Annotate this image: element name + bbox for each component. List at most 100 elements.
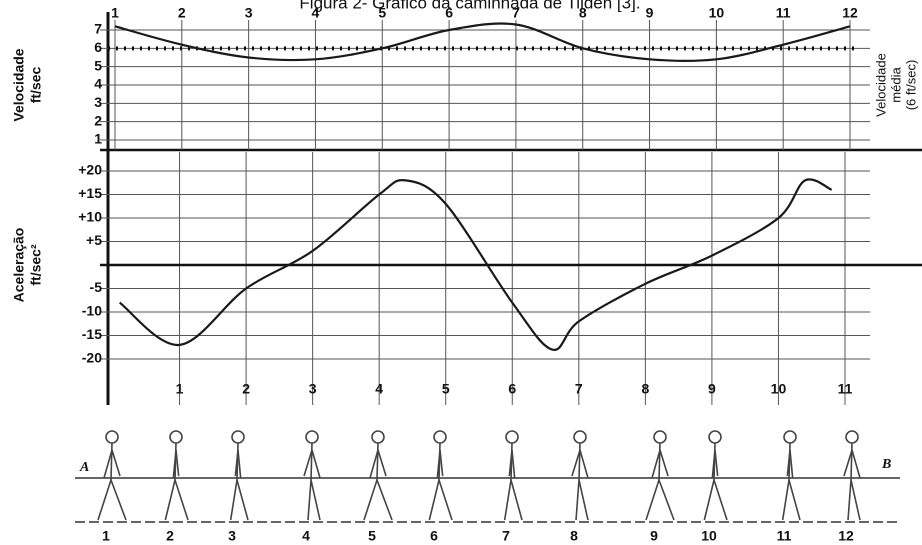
head xyxy=(653,430,667,444)
legs xyxy=(164,479,189,521)
legs xyxy=(97,479,127,521)
head xyxy=(231,430,245,444)
y-axis-label: ft/sec² xyxy=(28,244,44,286)
walker-figure xyxy=(645,430,675,521)
arms xyxy=(103,449,121,479)
x-tick-label: 2 xyxy=(242,381,250,397)
y-tick-label: -10 xyxy=(82,303,102,319)
y-tick-label: +20 xyxy=(78,162,102,178)
legs xyxy=(703,479,728,521)
y-axis-label: ft/sec xyxy=(28,67,44,104)
x-tick-label: 5 xyxy=(442,381,450,397)
figure-number: 2 xyxy=(166,528,174,544)
data-line xyxy=(118,178,833,351)
figure-number: 9 xyxy=(650,528,658,544)
data-line xyxy=(114,22,851,63)
legs xyxy=(307,479,321,521)
x-tick-label: 10 xyxy=(771,381,787,397)
x-tick-label: 12 xyxy=(842,5,858,21)
body xyxy=(658,442,661,481)
x-tick-label: 3 xyxy=(245,5,253,21)
figure-number: 10 xyxy=(701,528,717,544)
figure-number: 1 xyxy=(102,528,110,544)
x-tick-label: 4 xyxy=(312,5,320,21)
arms xyxy=(786,449,794,479)
y-tick-label: 5 xyxy=(94,57,102,73)
y-tick-label: -20 xyxy=(82,350,102,366)
y-tick-label: +5 xyxy=(86,232,102,248)
line-label: A xyxy=(79,460,89,475)
x-tick-label: 7 xyxy=(512,5,520,21)
head xyxy=(169,430,183,444)
body xyxy=(850,442,853,481)
y-tick-label: 2 xyxy=(94,112,102,128)
line-label: B xyxy=(881,457,891,472)
figure-caption: Figura 2- Gráfico da caminhada de Tilden… xyxy=(299,0,640,12)
legs xyxy=(229,479,249,521)
arms xyxy=(172,449,180,479)
right-label: média xyxy=(888,67,903,103)
walker-figure xyxy=(97,430,127,521)
arms xyxy=(571,449,589,479)
x-tick-label: 4 xyxy=(375,381,383,397)
body xyxy=(110,442,113,481)
y-tick-label: 4 xyxy=(94,76,102,92)
walker-figure xyxy=(428,430,453,521)
head xyxy=(573,430,587,444)
legs xyxy=(503,479,523,521)
head xyxy=(783,430,797,444)
arms xyxy=(234,449,242,479)
body xyxy=(376,442,379,481)
right-label: (6 ft/sec) xyxy=(903,60,918,111)
arms xyxy=(651,449,669,479)
y-tick-label: 7 xyxy=(94,21,102,37)
y-tick-label: +10 xyxy=(78,209,102,225)
y-axis-label: Velocidade xyxy=(11,48,27,121)
y-axis-label: Aceleração xyxy=(11,228,27,303)
x-tick-label: 9 xyxy=(708,381,716,397)
y-tick-label: +15 xyxy=(78,185,102,201)
walker-figure xyxy=(781,430,801,521)
head xyxy=(371,430,385,444)
head xyxy=(433,430,447,444)
x-tick-label: 3 xyxy=(309,381,317,397)
figure-number: 6 xyxy=(430,528,438,544)
x-tick-label: 1 xyxy=(176,381,184,397)
arms xyxy=(508,449,516,479)
y-tick-label: 1 xyxy=(94,131,102,147)
figure-number: 12 xyxy=(838,528,854,544)
legs xyxy=(428,479,453,521)
legs xyxy=(645,479,675,521)
x-tick-label: 6 xyxy=(508,381,516,397)
figure-number: 7 xyxy=(502,528,510,544)
y-tick-label: 6 xyxy=(94,39,102,55)
walker-figure xyxy=(303,430,321,521)
y-tick-label: -15 xyxy=(82,326,102,342)
figure-number: 8 xyxy=(570,528,578,544)
walker-figure xyxy=(363,430,393,521)
figure-number: 11 xyxy=(777,528,792,544)
walker-figure xyxy=(503,430,523,521)
body xyxy=(310,442,313,481)
head xyxy=(105,430,119,444)
body xyxy=(578,442,581,481)
walker-figure xyxy=(571,430,589,521)
x-tick-label: 1 xyxy=(111,5,119,21)
legs xyxy=(847,479,861,521)
x-tick-label: 5 xyxy=(378,5,386,21)
x-tick-label: 8 xyxy=(579,5,587,21)
arms xyxy=(369,449,387,479)
figure-number: 5 xyxy=(368,528,376,544)
legs xyxy=(781,479,801,521)
right-label: Velocidade xyxy=(873,53,888,117)
head xyxy=(845,430,859,444)
x-tick-label: 6 xyxy=(445,5,453,21)
figure-number: 3 xyxy=(228,528,236,544)
x-tick-label: 8 xyxy=(641,381,649,397)
x-tick-label: 9 xyxy=(646,5,654,21)
x-tick-label: 11 xyxy=(838,381,853,397)
figure-number: 4 xyxy=(302,528,310,544)
walker-figure xyxy=(164,430,189,521)
arms xyxy=(843,449,861,479)
